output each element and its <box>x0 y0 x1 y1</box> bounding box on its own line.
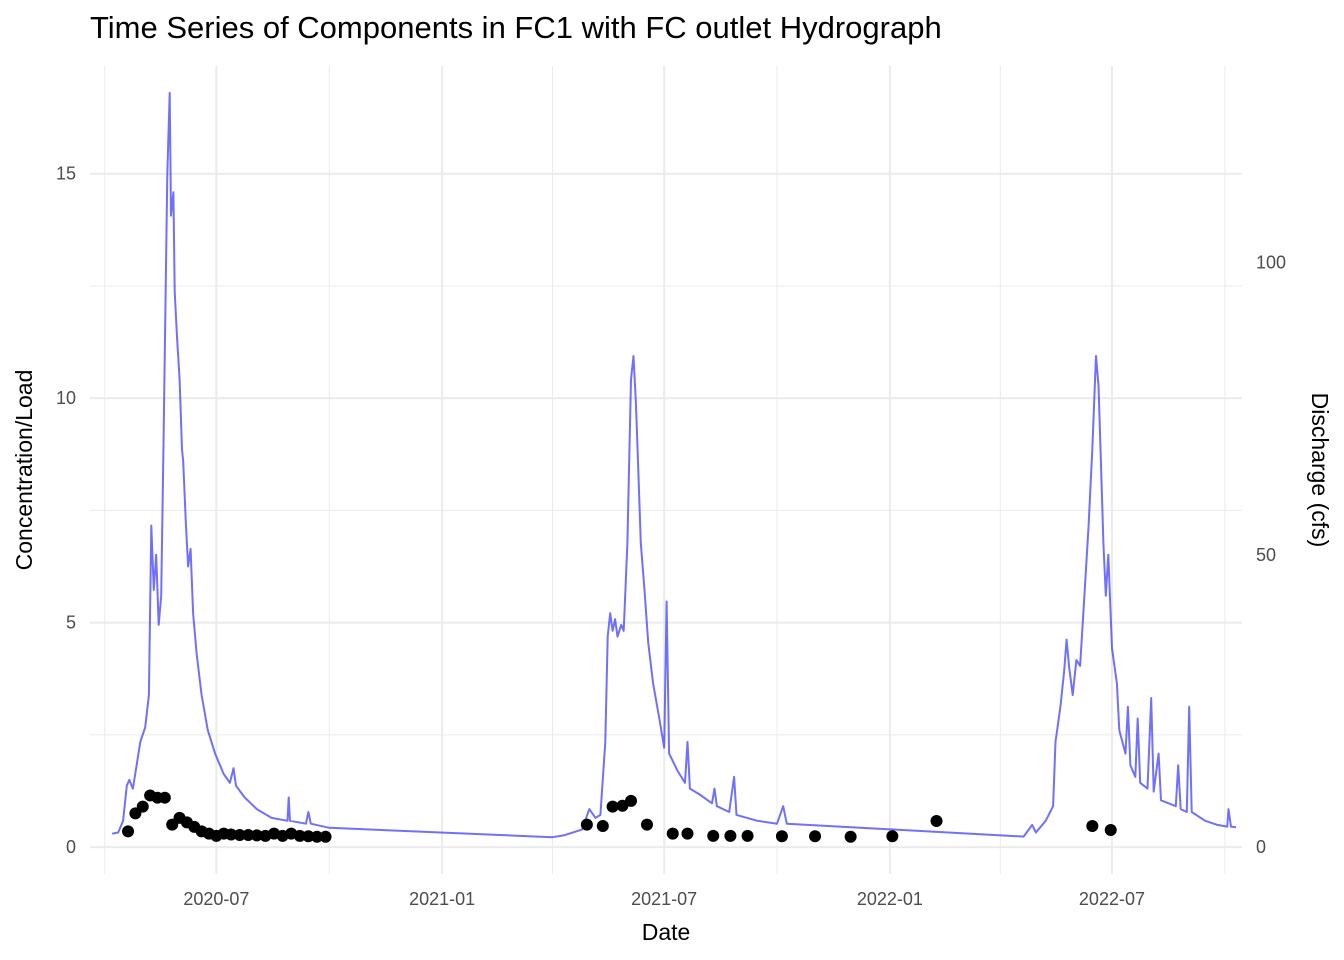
concentration-point <box>242 828 255 841</box>
concentration-point <box>158 791 171 804</box>
y-tick-label: 15 <box>56 164 76 184</box>
concentration-point <box>250 829 263 842</box>
x-tick-label: 2022-01 <box>857 889 923 909</box>
concentration-point <box>580 818 593 831</box>
concentration-point <box>293 829 306 842</box>
y-tick-label: 10 <box>56 388 76 408</box>
concentration-point <box>606 800 619 813</box>
concentration-point <box>640 818 653 831</box>
chart-title: Time Series of Components in FC1 with FC… <box>90 10 942 45</box>
y-axis-title: Concentration/Load <box>11 370 37 571</box>
concentration-point <box>886 830 899 843</box>
tick-labels: 0 5 10 15 0 50 100 2020-07 2021-01 2021-07 2022-01… <box>56 164 1286 909</box>
concentration-point <box>681 827 694 840</box>
concentration-point <box>930 815 943 828</box>
concentration-point <box>775 830 788 843</box>
x-tick-label: 2021-07 <box>631 889 697 909</box>
concentration-point <box>844 830 857 843</box>
y2-tick-label: 100 <box>1256 252 1286 272</box>
y2-tick-label: 50 <box>1256 545 1276 565</box>
concentration-point <box>596 819 609 832</box>
concentration-point <box>1104 824 1117 837</box>
y2-tick-label: 0 <box>1256 837 1266 857</box>
concentration-point <box>122 825 135 838</box>
concentration-point <box>319 830 332 843</box>
x-axis-title: Date <box>642 919 691 945</box>
concentration-point <box>741 829 754 842</box>
concentration-point <box>302 830 315 843</box>
concentration-point <box>666 827 679 840</box>
concentration-point <box>233 828 246 841</box>
concentration-point <box>1086 819 1099 832</box>
concentration-point <box>707 829 720 842</box>
x-tick-label: 2020-07 <box>183 889 249 909</box>
concentration-point <box>809 830 822 843</box>
concentration-point <box>310 830 323 843</box>
concentration-point <box>724 829 737 842</box>
grid-lines <box>90 66 1242 874</box>
discharge-line <box>111 91 1237 839</box>
discharge-line-layer <box>111 91 1237 839</box>
concentration-point <box>136 800 149 813</box>
concentration-point <box>625 794 638 807</box>
y2-axis-title: Discharge (cfs) <box>1307 393 1333 548</box>
x-tick-label: 2021-01 <box>409 889 475 909</box>
concentration-points-layer <box>122 789 1117 843</box>
concentration-point <box>225 828 238 841</box>
y-tick-label: 0 <box>66 837 76 857</box>
x-tick-label: 2022-07 <box>1079 889 1145 909</box>
y-tick-label: 5 <box>66 613 76 633</box>
